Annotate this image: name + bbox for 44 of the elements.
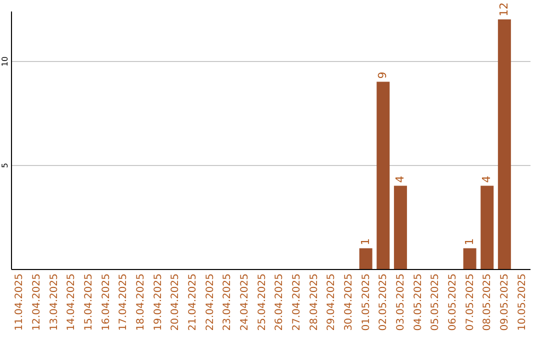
y-tick-label: 5 [0, 162, 10, 168]
x-tick-label: 01.05.2025 [360, 274, 372, 331]
y-tick-label: 10 [0, 56, 10, 67]
data-label: 4 [393, 176, 406, 183]
x-tick-label: 04.05.2025 [412, 274, 424, 331]
x-tick-label: 24.04.2025 [240, 274, 251, 331]
x-tick-label: 10.05.2025 [516, 274, 528, 331]
x-tick-label: 20.04.2025 [170, 274, 182, 331]
bar [394, 186, 407, 269]
x-tick-label: 12.04.2025 [32, 274, 43, 331]
x-tick-label: 07.05.2025 [464, 274, 476, 331]
x-tick-label: 09.05.2025 [499, 274, 510, 331]
x-tick-label: 23.04.2025 [222, 274, 234, 331]
x-tick-label: 08.05.2025 [482, 274, 494, 331]
x-tick-label: 28.04.2025 [308, 274, 320, 331]
x-tick-label: 06.05.2025 [447, 274, 458, 331]
bar [480, 186, 494, 269]
x-tick-label: 21.04.2025 [188, 274, 199, 331]
x-tick-label: 29.04.2025 [326, 274, 338, 331]
bar [376, 82, 390, 269]
data-label: 1 [358, 238, 372, 246]
data-label: 1 [462, 238, 476, 246]
x-tick-label: 16.04.2025 [100, 274, 112, 331]
x-tick-label: 19.04.2025 [152, 274, 164, 331]
x-tick-label: 17.04.2025 [118, 274, 130, 331]
x-tick-label: 30.04.2025 [343, 274, 354, 331]
x-tick-label: 25.04.2025 [256, 274, 268, 331]
x-tick-label: 22.04.2025 [204, 274, 216, 331]
x-tick-label: 03.05.2025 [395, 274, 406, 331]
x-tick-label: 02.05.2025 [378, 274, 390, 331]
bar [359, 248, 372, 269]
x-tick-label: 05.05.2025 [430, 274, 442, 331]
data-label: 9 [376, 72, 390, 79]
x-tick-label: 14.04.2025 [66, 274, 78, 331]
bar [498, 19, 511, 269]
bar [463, 248, 476, 269]
x-tick-label: 27.04.2025 [291, 274, 302, 331]
x-tick-label: 18.04.2025 [136, 274, 147, 331]
x-tick-label: 13.04.2025 [48, 274, 60, 331]
x-tick-label: 26.04.2025 [274, 274, 286, 331]
x-tick-label: 15.04.2025 [84, 274, 95, 331]
x-tick-label: 11.04.2025 [14, 274, 26, 331]
data-label: 4 [480, 176, 494, 183]
data-label: 12 [497, 2, 510, 16]
